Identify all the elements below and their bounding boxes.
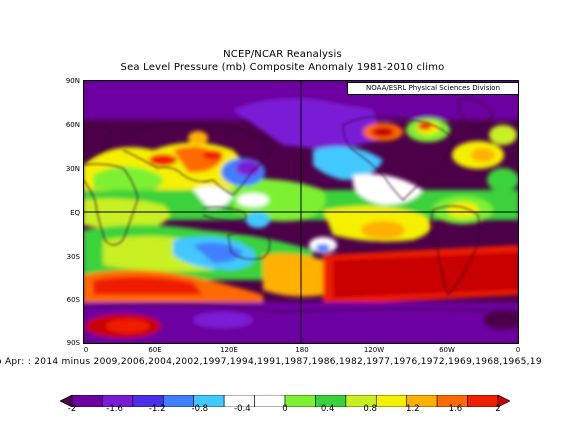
lat-label-60n: 60N: [65, 121, 80, 129]
map-title: NCEP/NCAR Reanalysis: [223, 49, 342, 60]
credit-box: NOAA/ESRL Physical Sciences Division: [347, 82, 519, 95]
lat-label-90s: 90S: [66, 339, 80, 347]
colorbar-swatch: [497, 394, 511, 408]
coastlines: [83, 98, 519, 313]
lon-label-0: 0: [83, 346, 89, 354]
anomaly-map: [83, 80, 519, 344]
colorbar-tick-label: 0: [282, 404, 288, 414]
lon-label-60w: 60W: [439, 346, 455, 354]
lat-label-90n: 90N: [65, 77, 80, 85]
anomaly-map-svg: [83, 80, 519, 344]
colorbar-tick-label: -0.4: [234, 404, 251, 414]
colorbar-tick-label: -2: [67, 404, 77, 414]
colorbar-tick-label: 0.8: [363, 404, 377, 414]
colorbar-tick-label: -1.6: [106, 404, 123, 414]
map-subtitle: Sea Level Pressure (mb) Composite Anomal…: [120, 62, 445, 73]
lon-label-120w: 120W: [363, 346, 385, 354]
colorbar-tick-label: 2: [495, 404, 501, 414]
colorbar-tick-label: 0.4: [320, 404, 335, 414]
composite-years-footnote: o Apr: : 2014 minus 2009,2006,2004,2002,…: [0, 357, 542, 367]
lon-label-60e: 60E: [148, 346, 162, 354]
lon-label-0-east: 0: [515, 346, 521, 354]
map-frame: [83, 80, 519, 344]
colorbar-tick-label: -0.8: [191, 404, 209, 414]
colorbar: [59, 392, 511, 422]
lon-label-120e: 120E: [220, 346, 238, 354]
colorbar-tick-label: 1.2: [406, 404, 420, 414]
colorbar-svg: [59, 394, 511, 408]
colorbar-tick-label: 1.6: [448, 404, 463, 414]
lat-label-eq: EQ: [70, 209, 80, 217]
lat-label-60s: 60S: [66, 296, 80, 304]
colorbar-tick-label: -1.2: [148, 404, 166, 414]
lat-label-30n: 30N: [65, 165, 80, 173]
lon-label-180: 180: [295, 346, 309, 354]
lat-label-30s: 30S: [66, 253, 80, 261]
